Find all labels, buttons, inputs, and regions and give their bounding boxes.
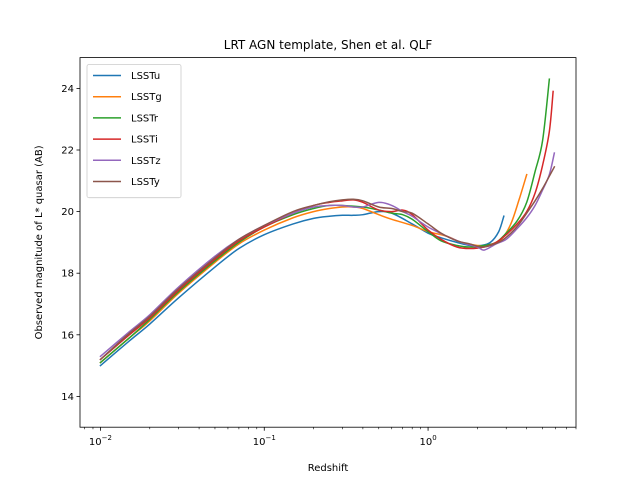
series-line-lssty [99,165,556,361]
y-tick-label: 18 [61,269,74,280]
plot-frame [79,57,577,428]
x-tick-label: 100 [419,434,436,448]
y-tick-label: 16 [61,330,74,341]
y-tick-label: 20 [61,207,74,218]
x-axis-label: Redshift [308,463,349,474]
y-tick-label: 22 [61,146,74,157]
legend-frame [86,64,182,199]
legend-label-lssty: LSSTy [131,177,160,188]
legend-label-lsstu: LSSTu [131,71,160,82]
series-layer [99,78,556,367]
legend-label-lsstz: LSSTz [131,156,161,167]
x-tick-label: 10−1 [253,434,276,448]
legend-label-lsstr: LSSTr [131,113,159,124]
y-axis-label: Observed magnitude of L* quasar (AB) [34,145,45,339]
x-tick-label: 10−2 [89,434,112,448]
legend-label-lssti: LSSTi [131,135,158,146]
legend: LSSTu LSSTg LSSTr LSSTi LSSTz LSSTy [86,64,182,199]
chart-title: LRT AGN template, Shen et al. QLF [224,38,433,52]
series-line-lsstr [99,78,551,364]
legend-label-lsstg: LSSTg [131,92,162,103]
y-tick-label: 14 [61,392,74,403]
axes-layer: 14 16 18 20 22 24 10−2 10−1 100 [61,84,577,448]
y-tick-label: 24 [61,84,74,95]
